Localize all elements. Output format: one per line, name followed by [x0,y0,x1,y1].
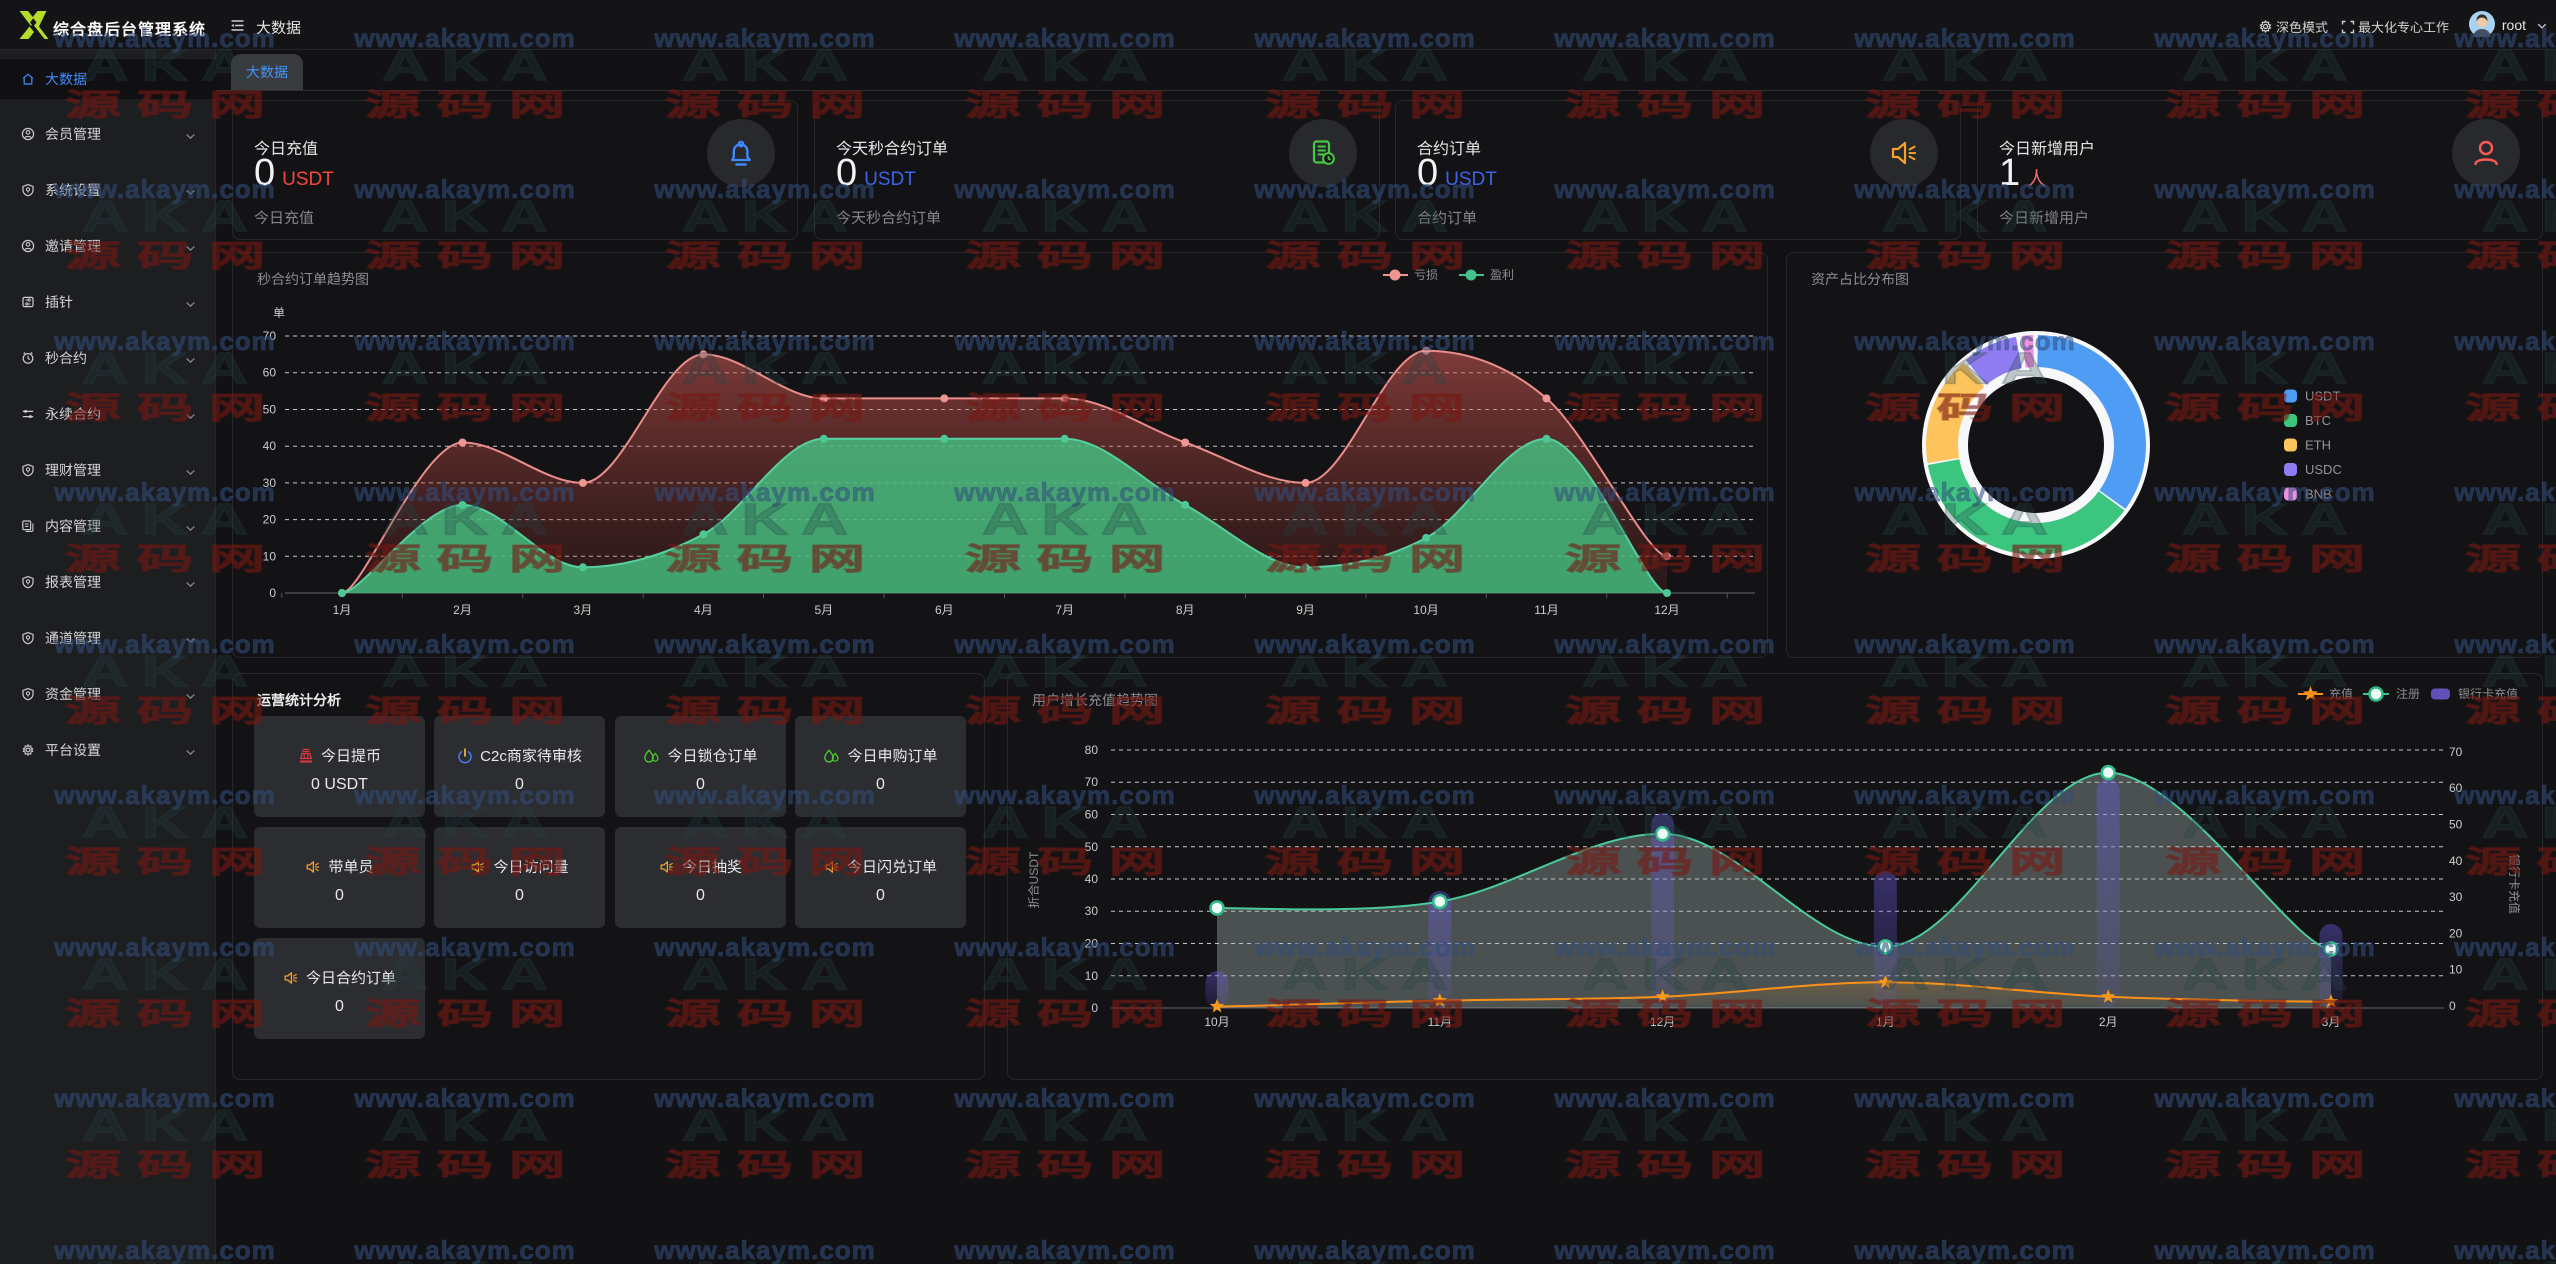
svg-text:70: 70 [2449,745,2463,759]
svg-text:60: 60 [2449,781,2463,795]
svg-text:20: 20 [1085,937,1099,951]
svg-text:折合USDT: 折合USDT [1027,851,1041,908]
svg-text:4月: 4月 [694,603,713,617]
svg-text:10月: 10月 [1413,603,1438,617]
svg-text:50: 50 [2449,818,2463,832]
svg-text:50: 50 [263,403,277,417]
svg-text:60: 60 [1085,808,1099,822]
svg-text:BNB: BNB [2305,487,2332,502]
svg-text:充值: 充值 [2329,687,2353,701]
svg-text:1月: 1月 [1876,1015,1895,1029]
svg-text:30: 30 [2449,890,2463,904]
svg-text:USDC: USDC [2305,462,2342,477]
svg-text:11月: 11月 [1534,603,1558,617]
svg-text:50: 50 [1085,840,1099,854]
svg-text:40: 40 [1085,872,1099,886]
svg-text:银行卡充值: 银行卡充值 [2458,687,2518,701]
svg-text:0: 0 [269,586,276,600]
svg-text:注册: 注册 [2396,687,2420,701]
svg-text:0: 0 [2449,999,2456,1013]
svg-text:ETH: ETH [2305,438,2331,453]
svg-text:40: 40 [263,439,277,453]
svg-text:8月: 8月 [1176,603,1195,617]
svg-text:70: 70 [1085,775,1099,789]
svg-text:12月: 12月 [1654,603,1679,617]
svg-text:3月: 3月 [2322,1015,2341,1029]
svg-text:2月: 2月 [2099,1015,2118,1029]
svg-text:40: 40 [2449,854,2463,868]
svg-text:60: 60 [263,366,277,380]
svg-text:6月: 6月 [935,603,954,617]
svg-text:30: 30 [263,476,277,490]
svg-text:银行卡充值: 银行卡充值 [2507,854,2521,914]
svg-text:0: 0 [1091,1001,1098,1015]
svg-text:7月: 7月 [1055,603,1074,617]
svg-text:3月: 3月 [574,603,593,617]
svg-text:20: 20 [263,513,277,527]
svg-text:盈利: 盈利 [1490,268,1514,282]
svg-text:20: 20 [2449,926,2463,940]
svg-text:单: 单 [273,306,285,320]
svg-text:10: 10 [1085,969,1099,983]
svg-text:2月: 2月 [453,603,472,617]
svg-text:30: 30 [1085,904,1099,918]
svg-text:亏损: 亏损 [1414,268,1438,282]
svg-text:10: 10 [2449,963,2463,977]
svg-text:BTC: BTC [2305,413,2331,428]
svg-text:10: 10 [263,549,277,563]
svg-text:11月: 11月 [1428,1015,1452,1029]
svg-text:12月: 12月 [1650,1015,1675,1029]
svg-text:1月: 1月 [333,603,352,617]
svg-text:80: 80 [1085,743,1099,757]
svg-text:USDT: USDT [2305,389,2340,404]
svg-text:10月: 10月 [1204,1015,1229,1029]
svg-text:5月: 5月 [814,603,833,617]
svg-text:9月: 9月 [1296,603,1315,617]
svg-text:70: 70 [263,329,277,343]
